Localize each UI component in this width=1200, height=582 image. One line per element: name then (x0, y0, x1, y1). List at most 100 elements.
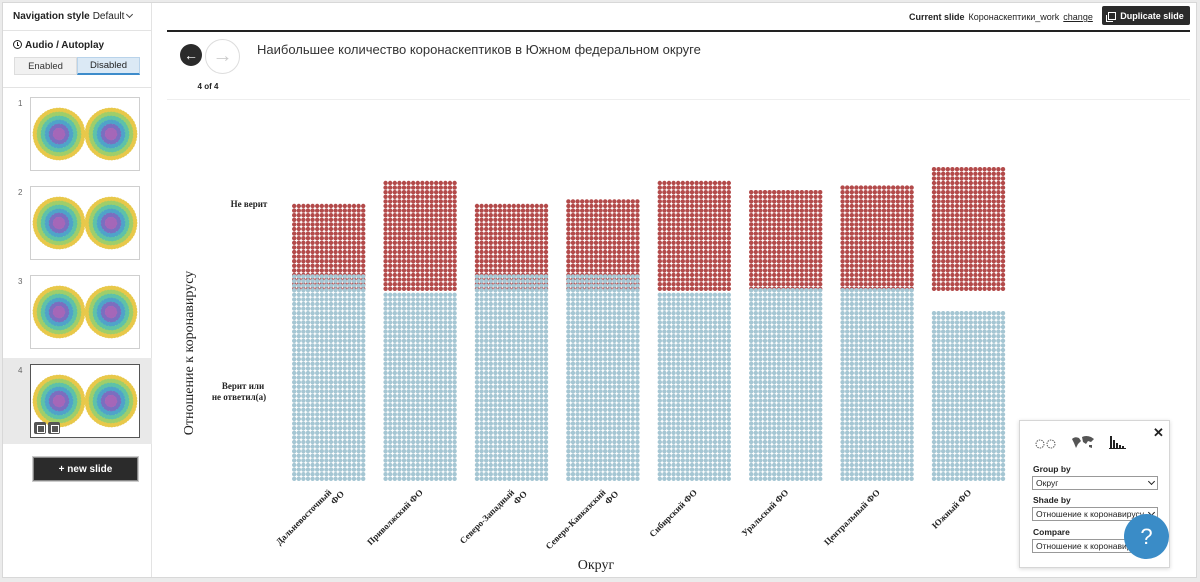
unit-dot (447, 435, 453, 440)
unit-dot (411, 292, 416, 297)
unit-dot (534, 398, 539, 403)
unit-dot (530, 254, 535, 259)
unit-dot (324, 347, 329, 353)
unit-dot (361, 435, 366, 440)
unit-dot (356, 398, 361, 403)
unit-dot (438, 240, 443, 245)
unit-dot (315, 338, 320, 343)
unit-dot (333, 288, 338, 293)
unit-dot (566, 236, 571, 241)
unit-dot (338, 320, 343, 325)
unit-dot (328, 393, 334, 399)
unit-dot (539, 366, 544, 371)
unit-dot (420, 180, 425, 186)
unit-dot (351, 412, 357, 417)
unit-dot (315, 453, 320, 458)
unit-dot (589, 208, 594, 213)
unit-dot (351, 357, 357, 362)
unit-dot (502, 311, 507, 316)
unit-dot (447, 416, 453, 422)
unit-dot (603, 208, 608, 213)
unit-dot (342, 329, 347, 334)
unit-dot (342, 430, 347, 435)
unit-dot (315, 324, 320, 330)
unit-dot (361, 467, 366, 472)
unit-dot (493, 324, 498, 330)
slide-thumbnail-item[interactable]: 1 (3, 91, 152, 177)
unit-dot (347, 217, 352, 222)
unit-dot (361, 306, 366, 311)
slide-thumbnail[interactable] (30, 97, 140, 171)
unit-dot (411, 185, 416, 190)
unit-dot (383, 180, 388, 186)
unit-dot (635, 259, 640, 264)
unit-dot (539, 311, 544, 316)
unit-dot (539, 226, 544, 232)
unit-dot (438, 338, 443, 343)
audio-enabled-button[interactable]: Enabled (14, 57, 77, 75)
unit-dot (520, 403, 526, 408)
unit-dot (420, 208, 425, 213)
unit-dot (511, 320, 516, 325)
unit-dot (406, 458, 411, 463)
unit-dot (534, 292, 539, 297)
unit-dot (424, 277, 430, 282)
unit-dot (392, 421, 397, 426)
unit-dot (305, 283, 311, 288)
unit-dot (497, 329, 503, 334)
unit-dot (543, 458, 549, 463)
unit-dot (443, 393, 448, 399)
unit-dot (507, 361, 512, 366)
unit-dot (429, 190, 434, 195)
unit-dot (397, 254, 402, 259)
unit-dot (301, 288, 306, 293)
unit-dot (310, 249, 315, 255)
unit-dot (502, 407, 507, 412)
unit-dot (593, 476, 599, 481)
unit-dot (488, 430, 493, 435)
unit-dot (493, 231, 498, 236)
unit-dot (338, 352, 343, 357)
unit-dot (328, 435, 334, 440)
unit-dot (502, 449, 507, 454)
audio-disabled-button[interactable]: Disabled (77, 57, 140, 75)
unit-dot (292, 301, 297, 307)
unit-dot (612, 259, 617, 264)
navigation-style-dropdown[interactable]: Navigation style Default (13, 10, 134, 22)
unit-dot (392, 249, 397, 255)
unit-dot (356, 268, 361, 273)
unit-dot (392, 398, 397, 403)
unit-dot (502, 361, 507, 366)
unit-dot (292, 361, 297, 366)
unit-dot (543, 343, 549, 348)
unit-dot (315, 301, 320, 307)
unit-dot (607, 476, 612, 481)
unit-dot (420, 403, 425, 408)
unit-dot (361, 283, 366, 288)
unit-dot (424, 324, 430, 330)
unit-dot (511, 421, 516, 426)
unit-dot (511, 467, 516, 472)
unit-dot (479, 449, 484, 454)
unit-dot (415, 384, 420, 389)
unit-dot (305, 398, 311, 403)
unit-dot (351, 213, 357, 218)
unit-dot (488, 384, 493, 389)
unit-dot (361, 329, 366, 334)
unit-dot (397, 217, 402, 222)
unit-dot (397, 272, 402, 278)
unit-dot (474, 370, 480, 376)
unit-dot (516, 283, 521, 288)
unit-dot (438, 311, 443, 316)
unit-dot (566, 217, 571, 222)
unit-dot (397, 245, 402, 250)
unit-dot (324, 226, 329, 232)
unit-dot (301, 435, 306, 440)
unit-dot (429, 259, 434, 264)
unit-dot (493, 435, 498, 440)
unit-dot (310, 240, 315, 245)
unit-dot (392, 208, 397, 213)
unit-dot (324, 462, 329, 468)
unit-dot (539, 357, 544, 362)
unit-dot (305, 245, 311, 250)
